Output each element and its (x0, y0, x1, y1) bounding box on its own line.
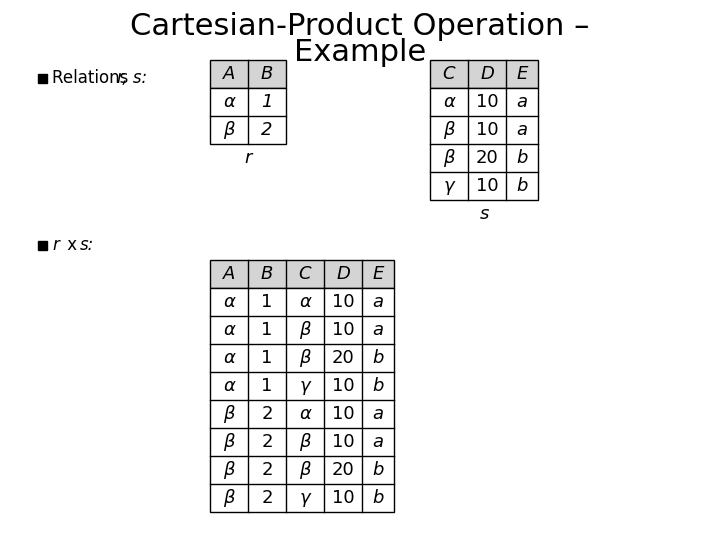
Text: b: b (516, 149, 528, 167)
Text: r, s:: r, s: (117, 69, 147, 87)
Text: β: β (223, 405, 235, 423)
Text: B: B (261, 65, 273, 83)
Text: B: B (261, 265, 273, 283)
Text: β: β (223, 433, 235, 451)
Text: A: A (222, 65, 235, 83)
Text: Example: Example (294, 38, 426, 67)
Text: a: a (516, 93, 528, 111)
Text: C: C (299, 265, 311, 283)
Text: 10: 10 (476, 121, 498, 139)
Bar (210, 288, 394, 512)
Bar (430, 88, 538, 200)
Text: 10: 10 (332, 321, 354, 339)
Text: 10: 10 (332, 489, 354, 507)
Bar (38, 73, 47, 83)
Bar (430, 60, 538, 88)
Text: r: r (244, 149, 252, 167)
Text: r: r (52, 236, 59, 254)
Text: A: A (222, 265, 235, 283)
Text: 2: 2 (261, 121, 273, 139)
Bar (210, 260, 394, 288)
Text: 2: 2 (261, 433, 273, 451)
Text: D: D (480, 65, 494, 83)
Text: β: β (223, 461, 235, 479)
Text: b: b (516, 177, 528, 195)
Text: b: b (372, 349, 384, 367)
Text: s:: s: (80, 236, 94, 254)
Text: β: β (300, 433, 311, 451)
Text: β: β (300, 461, 311, 479)
Text: a: a (372, 405, 384, 423)
Text: 2: 2 (261, 461, 273, 479)
Text: a: a (516, 121, 528, 139)
Text: 20: 20 (476, 149, 498, 167)
Text: γ: γ (300, 377, 310, 395)
Text: α: α (299, 405, 311, 423)
Text: Cartesian-Product Operation –: Cartesian-Product Operation – (130, 12, 590, 41)
Text: α: α (223, 321, 235, 339)
Text: E: E (372, 265, 384, 283)
Text: E: E (516, 65, 528, 83)
Text: β: β (223, 121, 235, 139)
Text: 1: 1 (261, 93, 273, 111)
Text: 1: 1 (261, 321, 273, 339)
Text: β: β (300, 349, 311, 367)
Bar (210, 88, 286, 144)
Text: α: α (299, 293, 311, 311)
Text: 1: 1 (261, 349, 273, 367)
Text: 10: 10 (332, 433, 354, 451)
Text: b: b (372, 377, 384, 395)
Text: x: x (62, 236, 82, 254)
Text: β: β (223, 489, 235, 507)
Text: 1: 1 (261, 377, 273, 395)
Text: a: a (372, 293, 384, 311)
Text: α: α (443, 93, 455, 111)
Text: b: b (372, 489, 384, 507)
Text: C: C (443, 65, 455, 83)
Text: s: s (480, 205, 489, 223)
Text: α: α (223, 293, 235, 311)
Text: 10: 10 (332, 293, 354, 311)
Bar (38, 240, 47, 249)
Text: γ: γ (300, 489, 310, 507)
Text: 10: 10 (332, 377, 354, 395)
Text: β: β (300, 321, 311, 339)
Text: a: a (372, 321, 384, 339)
Text: β: β (444, 149, 455, 167)
Text: 2: 2 (261, 405, 273, 423)
Text: b: b (372, 461, 384, 479)
Text: β: β (444, 121, 455, 139)
Text: α: α (223, 93, 235, 111)
Text: α: α (223, 349, 235, 367)
Text: a: a (372, 433, 384, 451)
Text: Relations: Relations (52, 69, 134, 87)
Text: α: α (223, 377, 235, 395)
Text: 10: 10 (476, 177, 498, 195)
Bar (210, 60, 286, 88)
Text: 2: 2 (261, 489, 273, 507)
Text: γ: γ (444, 177, 454, 195)
Text: 20: 20 (332, 461, 354, 479)
Text: 20: 20 (332, 349, 354, 367)
Text: 1: 1 (261, 293, 273, 311)
Text: 10: 10 (332, 405, 354, 423)
Text: D: D (336, 265, 350, 283)
Text: 10: 10 (476, 93, 498, 111)
